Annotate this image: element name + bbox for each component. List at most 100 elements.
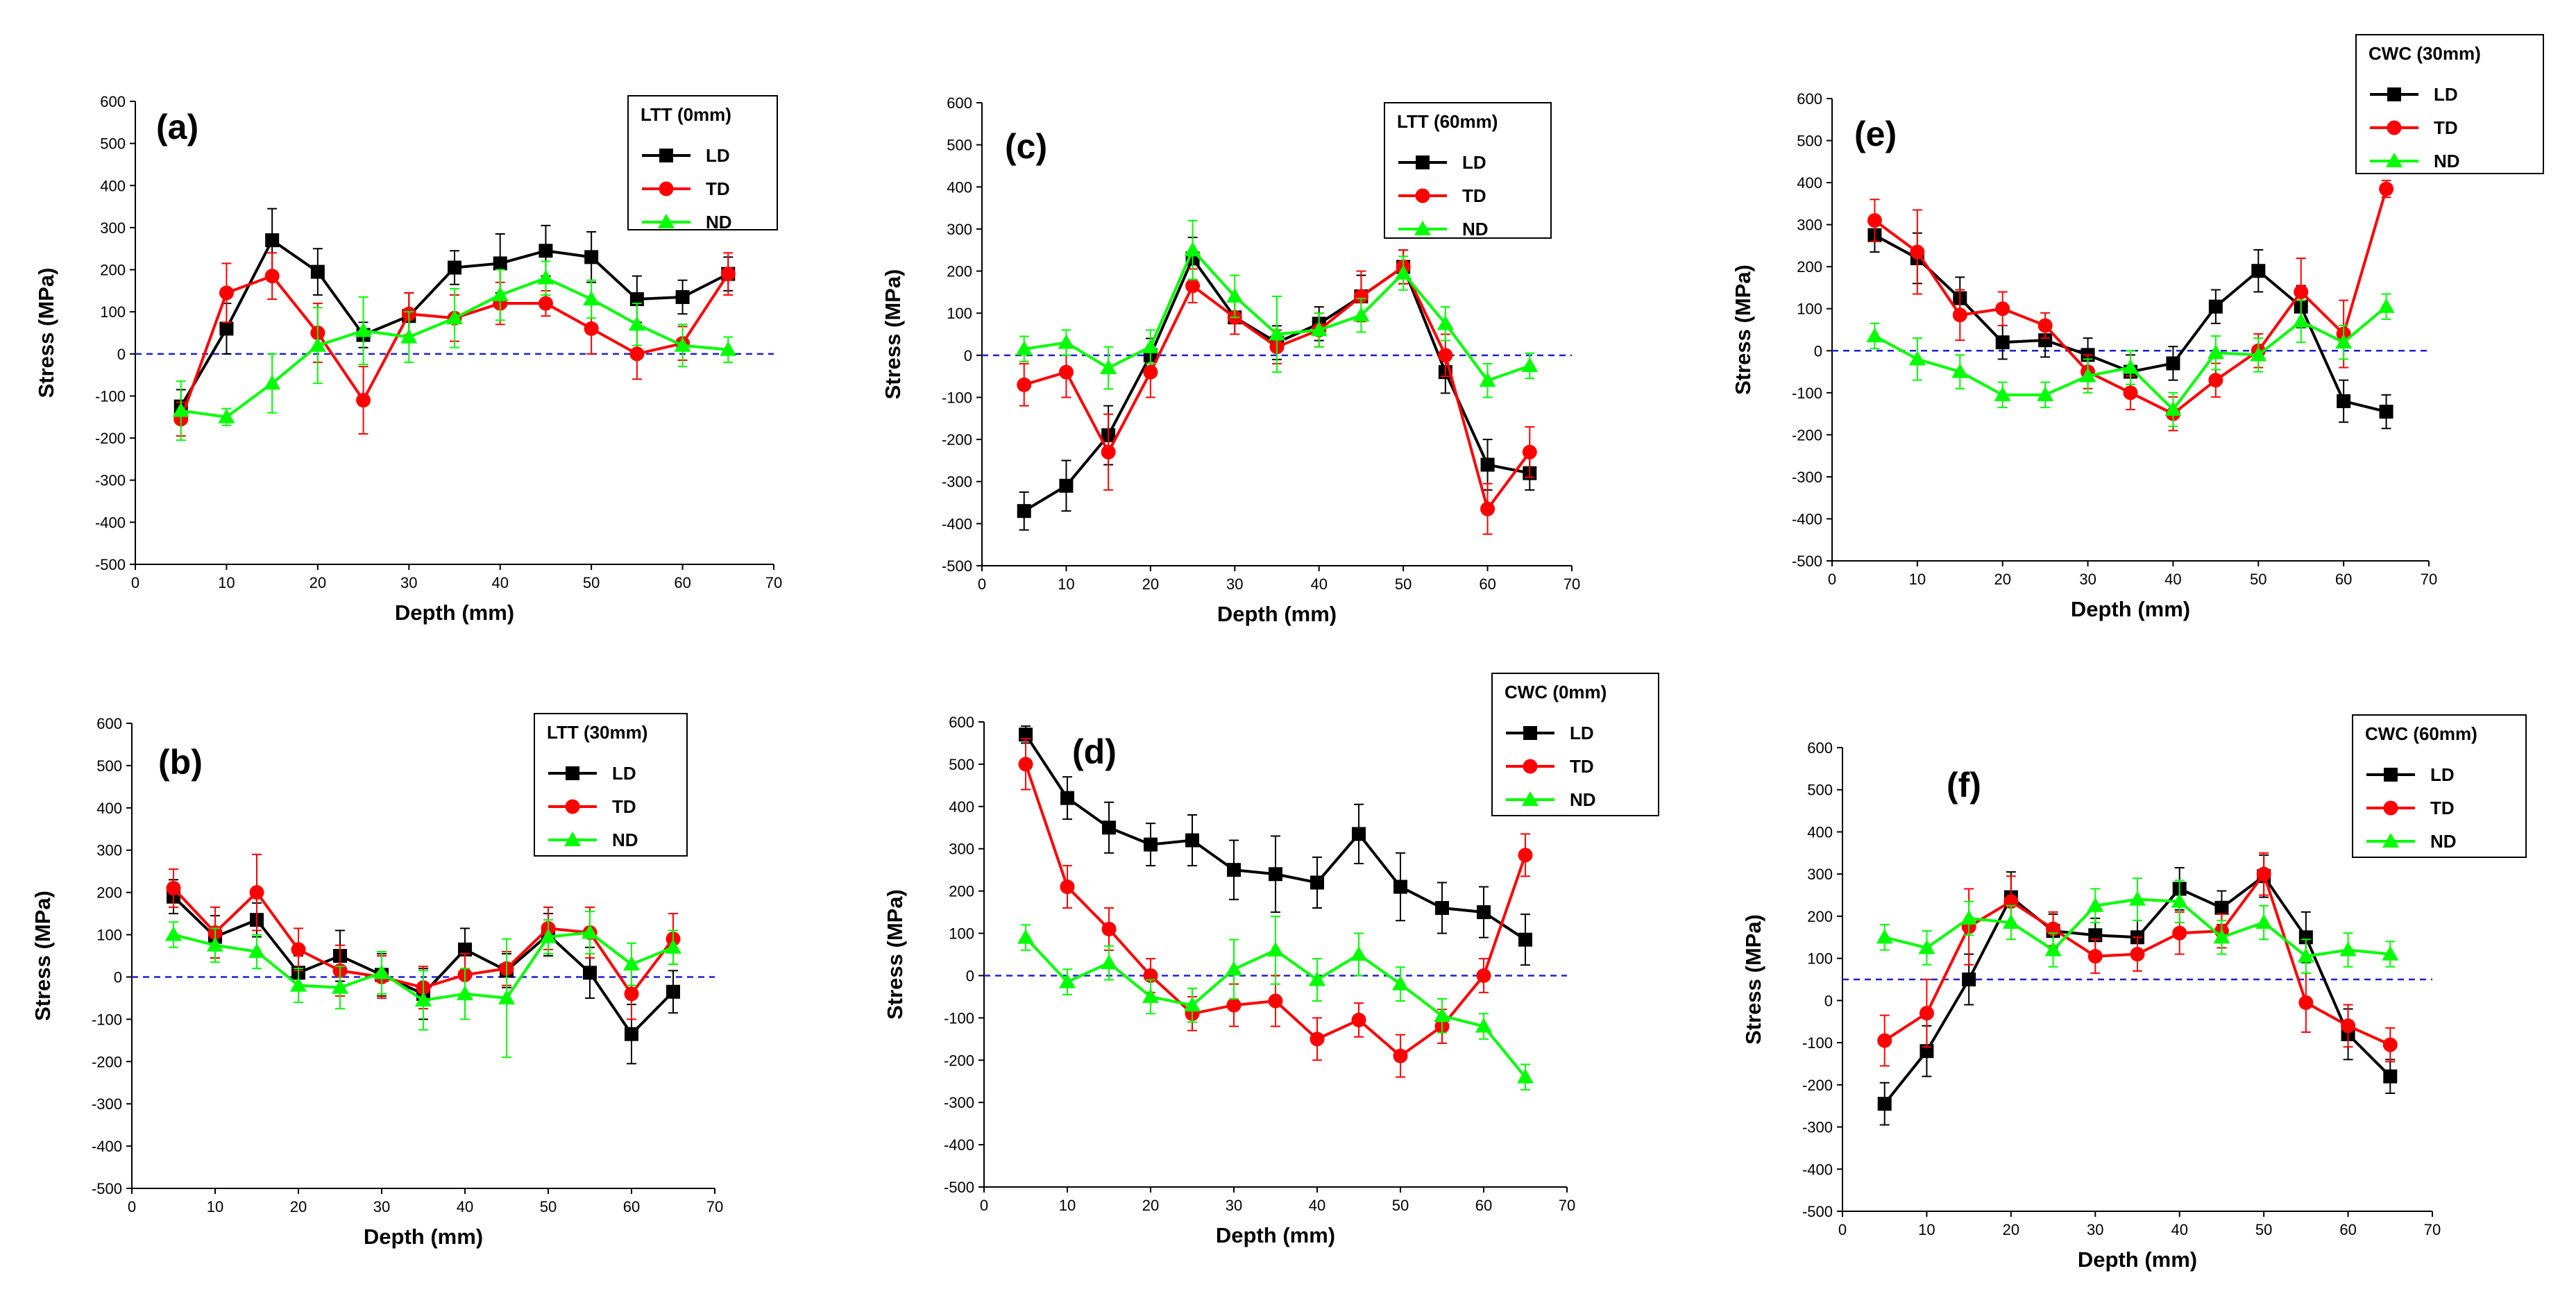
- y-tick-label: -300: [942, 473, 972, 491]
- x-axis-label: Depth (mm): [2078, 1247, 2197, 1272]
- x-tick-label: 40: [2164, 571, 2181, 588]
- data-point-nd: [1866, 328, 1883, 343]
- data-point-nd: [248, 943, 265, 958]
- data-point-nd: [373, 964, 390, 979]
- data-point-td: [538, 296, 553, 311]
- data-point-td: [1438, 348, 1453, 363]
- panel-label: (f): [1947, 766, 1981, 805]
- series-nd: [1876, 877, 2399, 974]
- data-point-nd: [2207, 344, 2224, 360]
- panel-a: -500 -400 -300 -200 -100 0 100 200 300 400 500 600 0…: [34, 93, 782, 625]
- data-point-td: [264, 269, 280, 284]
- data-point-ld: [2251, 264, 2266, 278]
- data-point-nd: [355, 322, 372, 337]
- legend-swatch-marker: [658, 214, 675, 228]
- y-tick-label: -200: [1802, 1077, 1833, 1094]
- data-point-nd: [1267, 941, 1284, 957]
- data-point-ld: [1877, 1097, 1892, 1111]
- legend-item-label: TD: [612, 796, 636, 817]
- data-point-nd: [1521, 357, 1539, 372]
- y-tick-label: -500: [95, 556, 126, 573]
- data-point-td: [1226, 997, 1242, 1013]
- data-point-nd: [1951, 363, 1969, 378]
- y-tick-label: -200: [942, 431, 972, 448]
- data-point-nd: [1437, 315, 1454, 330]
- legend-item-label: TD: [1570, 756, 1594, 777]
- data-point-nd: [1142, 338, 1159, 353]
- data-point-ld: [2214, 900, 2229, 915]
- data-point-nd: [446, 310, 463, 325]
- data-point-ld: [2379, 405, 2393, 419]
- y-axis-label: Stress (MPa): [34, 268, 58, 398]
- x-tick-label: 10: [1918, 1221, 1935, 1238]
- x-tick-label: 40: [491, 574, 508, 591]
- data-point-ld: [1060, 791, 1074, 805]
- x-tick-label: 60: [1475, 1197, 1492, 1214]
- legend-box: [2355, 34, 2544, 174]
- x-axis-label: Depth (mm): [364, 1224, 483, 1249]
- x-tick-label: 10: [1059, 1197, 1076, 1214]
- data-point-nd: [537, 269, 554, 285]
- legend-swatch-marker: [659, 149, 673, 162]
- data-point-td: [2256, 866, 2271, 882]
- data-point-nd: [415, 991, 432, 1007]
- data-point-ld: [2383, 1069, 2398, 1084]
- data-point-ld: [2038, 333, 2053, 348]
- data-point-td: [1480, 501, 1495, 516]
- data-point-td: [249, 885, 264, 900]
- y-tick-label: 0: [966, 967, 974, 984]
- series-nd: [1866, 293, 2395, 428]
- x-tick-label: 40: [1309, 1197, 1325, 1214]
- data-point-nd: [2164, 401, 2182, 416]
- data-point-nd: [1479, 372, 1496, 387]
- x-tick-label: 10: [1909, 571, 1926, 588]
- x-tick-label: 10: [207, 1198, 223, 1215]
- x-tick-label: 70: [765, 574, 782, 591]
- data-point-nd: [1517, 1068, 1534, 1084]
- y-tick-label: -100: [95, 387, 126, 405]
- legend-swatch-marker: [1523, 759, 1538, 774]
- data-point-nd: [1310, 321, 1328, 337]
- legend-item-label: ND: [706, 212, 732, 233]
- panel-e: -500 -400 -300 -200 -100 0 100 200 300 400 500 600 0…: [1731, 34, 2544, 621]
- y-tick-label: 0: [1824, 992, 1833, 1009]
- data-point-nd: [491, 286, 509, 301]
- data-point-td: [720, 267, 736, 282]
- data-point-nd: [2122, 359, 2139, 374]
- y-tick-label: 600: [1797, 90, 1822, 108]
- data-point-ld: [1019, 727, 1033, 742]
- data-point-ld: [539, 244, 553, 258]
- data-point-ld: [1920, 1044, 1934, 1059]
- data-point-td: [2208, 373, 2223, 388]
- y-tick-label: 0: [964, 347, 972, 364]
- x-tick-label: 0: [1828, 571, 1836, 588]
- data-point-nd: [2037, 386, 2054, 401]
- legend-item-label: LD: [2430, 764, 2455, 785]
- legend-item-label: TD: [2434, 117, 2458, 138]
- legend-item-label: TD: [1462, 185, 1486, 206]
- legend-item-label: LD: [2434, 84, 2458, 105]
- series-nd: [1017, 916, 1534, 1091]
- data-point-nd: [1226, 961, 1242, 976]
- data-point-nd: [1918, 939, 1935, 954]
- y-tick-label: 100: [947, 305, 972, 322]
- legend-box: [2352, 714, 2527, 858]
- data-point-nd: [628, 316, 645, 331]
- data-point-td: [1393, 1048, 1408, 1063]
- legend-swatch-marker: [1523, 726, 1537, 740]
- data-point-td: [1522, 444, 1537, 460]
- x-tick-label: 50: [583, 574, 600, 591]
- y-tick-label: 300: [1797, 217, 1822, 234]
- x-tick-label: 30: [1226, 1197, 1242, 1214]
- data-point-td: [1185, 278, 1201, 294]
- data-point-td: [356, 393, 371, 408]
- data-point-ld: [1144, 837, 1158, 852]
- data-point-td: [1058, 364, 1074, 380]
- data-point-td: [166, 881, 181, 896]
- x-tick-label: 10: [1058, 575, 1074, 593]
- data-point-ld: [675, 289, 690, 304]
- data-point-td: [2172, 925, 2187, 941]
- panel-f: -500 -400 -300 -200 -100 0 100 200 300 400 500 600 0…: [1741, 714, 2527, 1272]
- y-tick-label: 100: [100, 303, 126, 321]
